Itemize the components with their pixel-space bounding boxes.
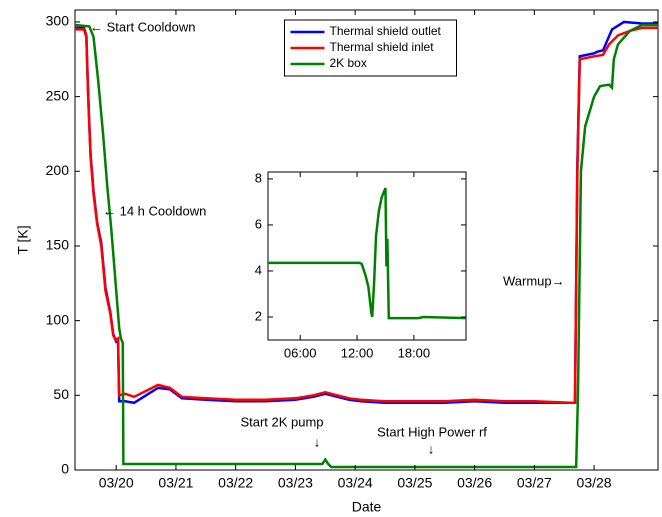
x-tick-label: 03/24	[338, 475, 373, 491]
y-tick-label: 300	[46, 13, 70, 29]
legend-label: Thermal shield inlet	[330, 40, 435, 54]
x-axis-label: Date	[352, 499, 382, 515]
legend-label: Thermal shield outlet	[330, 24, 442, 38]
plot-content	[268, 187, 467, 320]
data-line	[268, 187, 467, 320]
data-line	[75, 26, 658, 405]
x-tick-label: 03/26	[457, 475, 492, 491]
y-tick-label: 150	[46, 237, 70, 253]
x-tick-label: 03/27	[517, 475, 552, 491]
y-tick-label: 4	[255, 262, 262, 277]
y-tick-label: 200	[46, 162, 70, 178]
y-tick-label: 2	[255, 308, 262, 323]
data-line	[74, 23, 658, 469]
y-tick-label: 6	[255, 216, 262, 231]
x-tick-label: 03/25	[397, 475, 432, 491]
annotation: ← Start Cooldown	[90, 19, 196, 34]
y-tick-label: 250	[46, 87, 70, 103]
annotation: ↓	[314, 434, 321, 449]
y-axis-label: T [K]	[15, 225, 31, 254]
annotation: ← 14 h Cooldown	[103, 203, 206, 218]
y-tick-label: 50	[53, 386, 69, 402]
plot-content	[74, 20, 658, 469]
x-tick-label: 03/23	[278, 475, 313, 491]
annotation: Start 2K pump	[240, 414, 323, 429]
annotation: Start High Power rf	[377, 424, 487, 439]
annotation: ↓	[428, 441, 435, 456]
annotation: Warmup→	[503, 273, 565, 288]
x-tick-label: 03/28	[577, 475, 612, 491]
legend-label: 2K box	[330, 56, 367, 70]
x-tick-label: 03/22	[218, 475, 253, 491]
x-tick-label: 18:00	[398, 345, 431, 360]
x-tick-label: 03/21	[158, 475, 193, 491]
plot-area	[267, 171, 467, 341]
y-tick-label: 8	[255, 170, 262, 185]
y-tick-label: 0	[61, 461, 69, 477]
x-tick-label: 12:00	[341, 345, 374, 360]
x-tick-label: 03/20	[99, 475, 134, 491]
x-tick-label: 06:00	[284, 345, 317, 360]
y-tick-label: 100	[46, 311, 70, 327]
